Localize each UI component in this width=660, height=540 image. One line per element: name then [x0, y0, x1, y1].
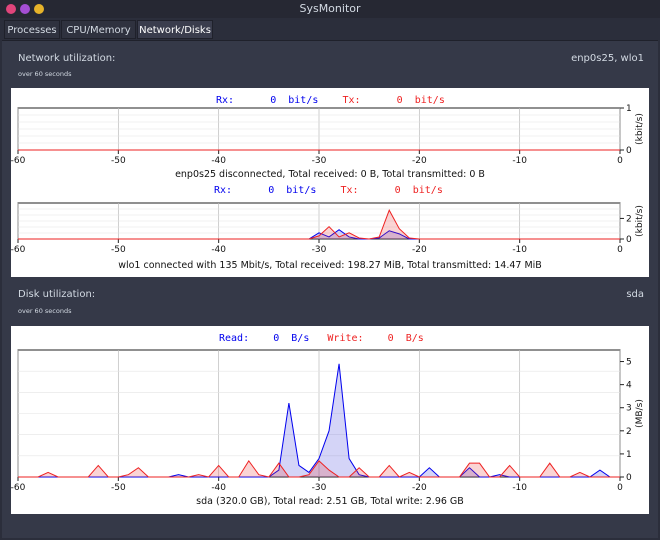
sda-caption: sda (320.0 GB), Total read: 2.51 GB, Tot…	[196, 496, 464, 507]
rx-value: 0	[270, 95, 277, 106]
maximize-window-button[interactable]	[34, 4, 44, 14]
network-interfaces-label: enp0s25, wlo1	[571, 53, 644, 64]
disk-legend: Read: 0 B/s Write: 0 B/s	[219, 333, 424, 344]
tab-cpu-memory[interactable]: CPU/Memory	[61, 20, 136, 39]
read-label: Read:	[219, 333, 250, 344]
tx-value: 0	[394, 185, 401, 196]
network-utilization-title: Network utilization:	[18, 53, 116, 64]
tx-label: Tx:	[340, 185, 359, 196]
network-legend-wlo: Rx: 0 bit/s Tx: 0 bit/s	[214, 185, 443, 196]
network-subtitle: over 60 seconds	[18, 70, 72, 78]
network-legend-enp: Rx: 0 bit/s Tx: 0 bit/s	[216, 95, 445, 106]
disk-device-label: sda	[626, 289, 644, 300]
rx-unit: bit/s	[286, 185, 317, 196]
rx-label: Rx:	[214, 185, 233, 196]
rx-value: 0	[268, 185, 275, 196]
network-chart-card: Rx: 0 bit/s Tx: 0 bit/s enp0s25 disconne…	[11, 88, 649, 277]
read-value: 0	[273, 333, 280, 344]
tab-bar: Processes CPU/Memory Network/Disks	[0, 18, 660, 40]
rx-label: Rx:	[216, 95, 235, 106]
minimize-window-button[interactable]	[20, 4, 30, 14]
window-titlebar: SysMonitor	[0, 0, 660, 18]
disk-utilization-title: Disk utilization:	[18, 289, 96, 300]
disk-subtitle: over 60 seconds	[18, 307, 72, 315]
close-window-button[interactable]	[6, 4, 16, 14]
enp0s25-caption: enp0s25 disconnected, Total received: 0 …	[175, 169, 485, 180]
tx-unit: bit/s	[412, 185, 443, 196]
tx-value: 0	[396, 95, 403, 106]
tab-network-disks[interactable]: Network/Disks	[137, 20, 213, 39]
disk-chart-card: Read: 0 B/s Write: 0 B/s sda (320.0 GB),…	[11, 326, 649, 514]
write-value: 0	[387, 333, 394, 344]
rx-unit: bit/s	[288, 95, 319, 106]
window-title: SysMonitor	[299, 2, 361, 15]
write-unit: B/s	[405, 333, 424, 344]
tx-label: Tx:	[342, 95, 361, 106]
tab-processes[interactable]: Processes	[4, 20, 60, 39]
tx-unit: bit/s	[414, 95, 445, 106]
write-label: Write:	[327, 333, 364, 344]
read-unit: B/s	[291, 333, 310, 344]
wlo1-caption: wlo1 connected with 135 Mbit/s, Total re…	[118, 260, 542, 271]
